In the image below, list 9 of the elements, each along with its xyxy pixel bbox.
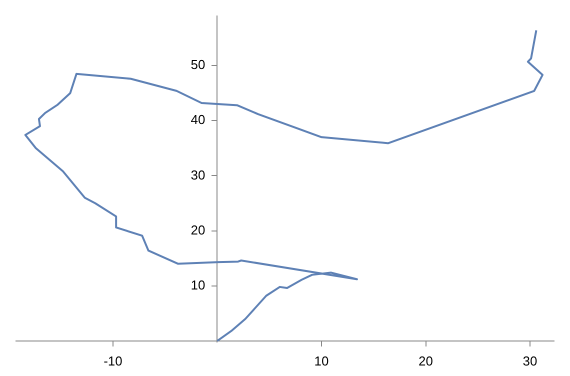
y-tick-label: 40: [190, 112, 206, 128]
x-tick-label: 30: [522, 353, 538, 368]
y-tick-label: 30: [190, 167, 206, 182]
x-tick-label: 20: [418, 353, 433, 368]
x-tick-label: -10: [104, 353, 122, 368]
y-tick-label: 10: [190, 277, 206, 292]
y-tick-label: 50: [190, 57, 206, 72]
y-tick-label: 20: [190, 222, 206, 238]
x-tick-label: 10: [314, 353, 329, 368]
